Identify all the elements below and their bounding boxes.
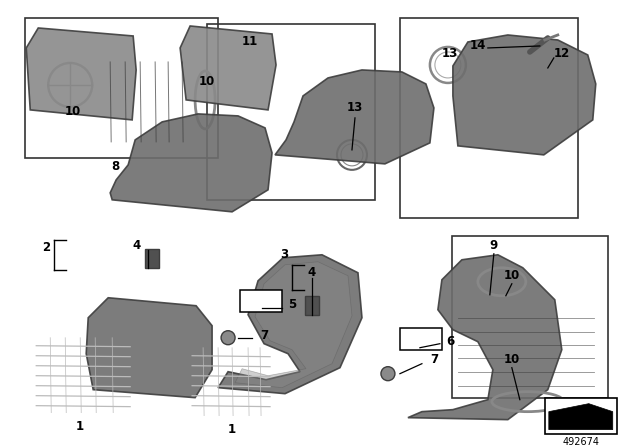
Bar [305, 296, 319, 315]
Circle shape [381, 367, 395, 381]
Text: 5: 5 [288, 298, 296, 311]
Polygon shape [86, 298, 212, 398]
Text: 2: 2 [42, 241, 51, 254]
Text: 8: 8 [111, 160, 119, 173]
Polygon shape [218, 255, 362, 394]
Text: 4: 4 [132, 239, 140, 252]
Text: 7: 7 [430, 353, 438, 366]
Text: 10: 10 [199, 75, 215, 88]
Polygon shape [275, 70, 434, 164]
Text: 9: 9 [490, 239, 498, 252]
Text: 1: 1 [228, 423, 236, 436]
Text: 4: 4 [308, 266, 316, 279]
Text: 10: 10 [504, 269, 520, 282]
Polygon shape [110, 114, 272, 212]
Polygon shape [180, 26, 276, 110]
Polygon shape [408, 255, 562, 420]
Polygon shape [453, 35, 596, 155]
Text: 10: 10 [65, 105, 81, 118]
Bar [545, 398, 617, 434]
Circle shape [221, 331, 235, 345]
Text: 12: 12 [554, 47, 570, 60]
Bar [240, 290, 282, 312]
Text: 13: 13 [347, 101, 363, 114]
Polygon shape [235, 262, 352, 388]
Text: 11: 11 [242, 35, 258, 48]
Bar [400, 328, 442, 350]
Text: 1: 1 [76, 420, 84, 433]
Bar [145, 249, 159, 268]
Text: 3: 3 [280, 248, 288, 261]
Polygon shape [549, 404, 612, 430]
Text: 14: 14 [470, 39, 486, 52]
Text: 7: 7 [260, 329, 268, 342]
Text: 6: 6 [446, 335, 454, 348]
Text: 13: 13 [442, 47, 458, 60]
Text: 492674: 492674 [563, 437, 599, 447]
Text: 10: 10 [504, 353, 520, 366]
Polygon shape [26, 28, 136, 120]
